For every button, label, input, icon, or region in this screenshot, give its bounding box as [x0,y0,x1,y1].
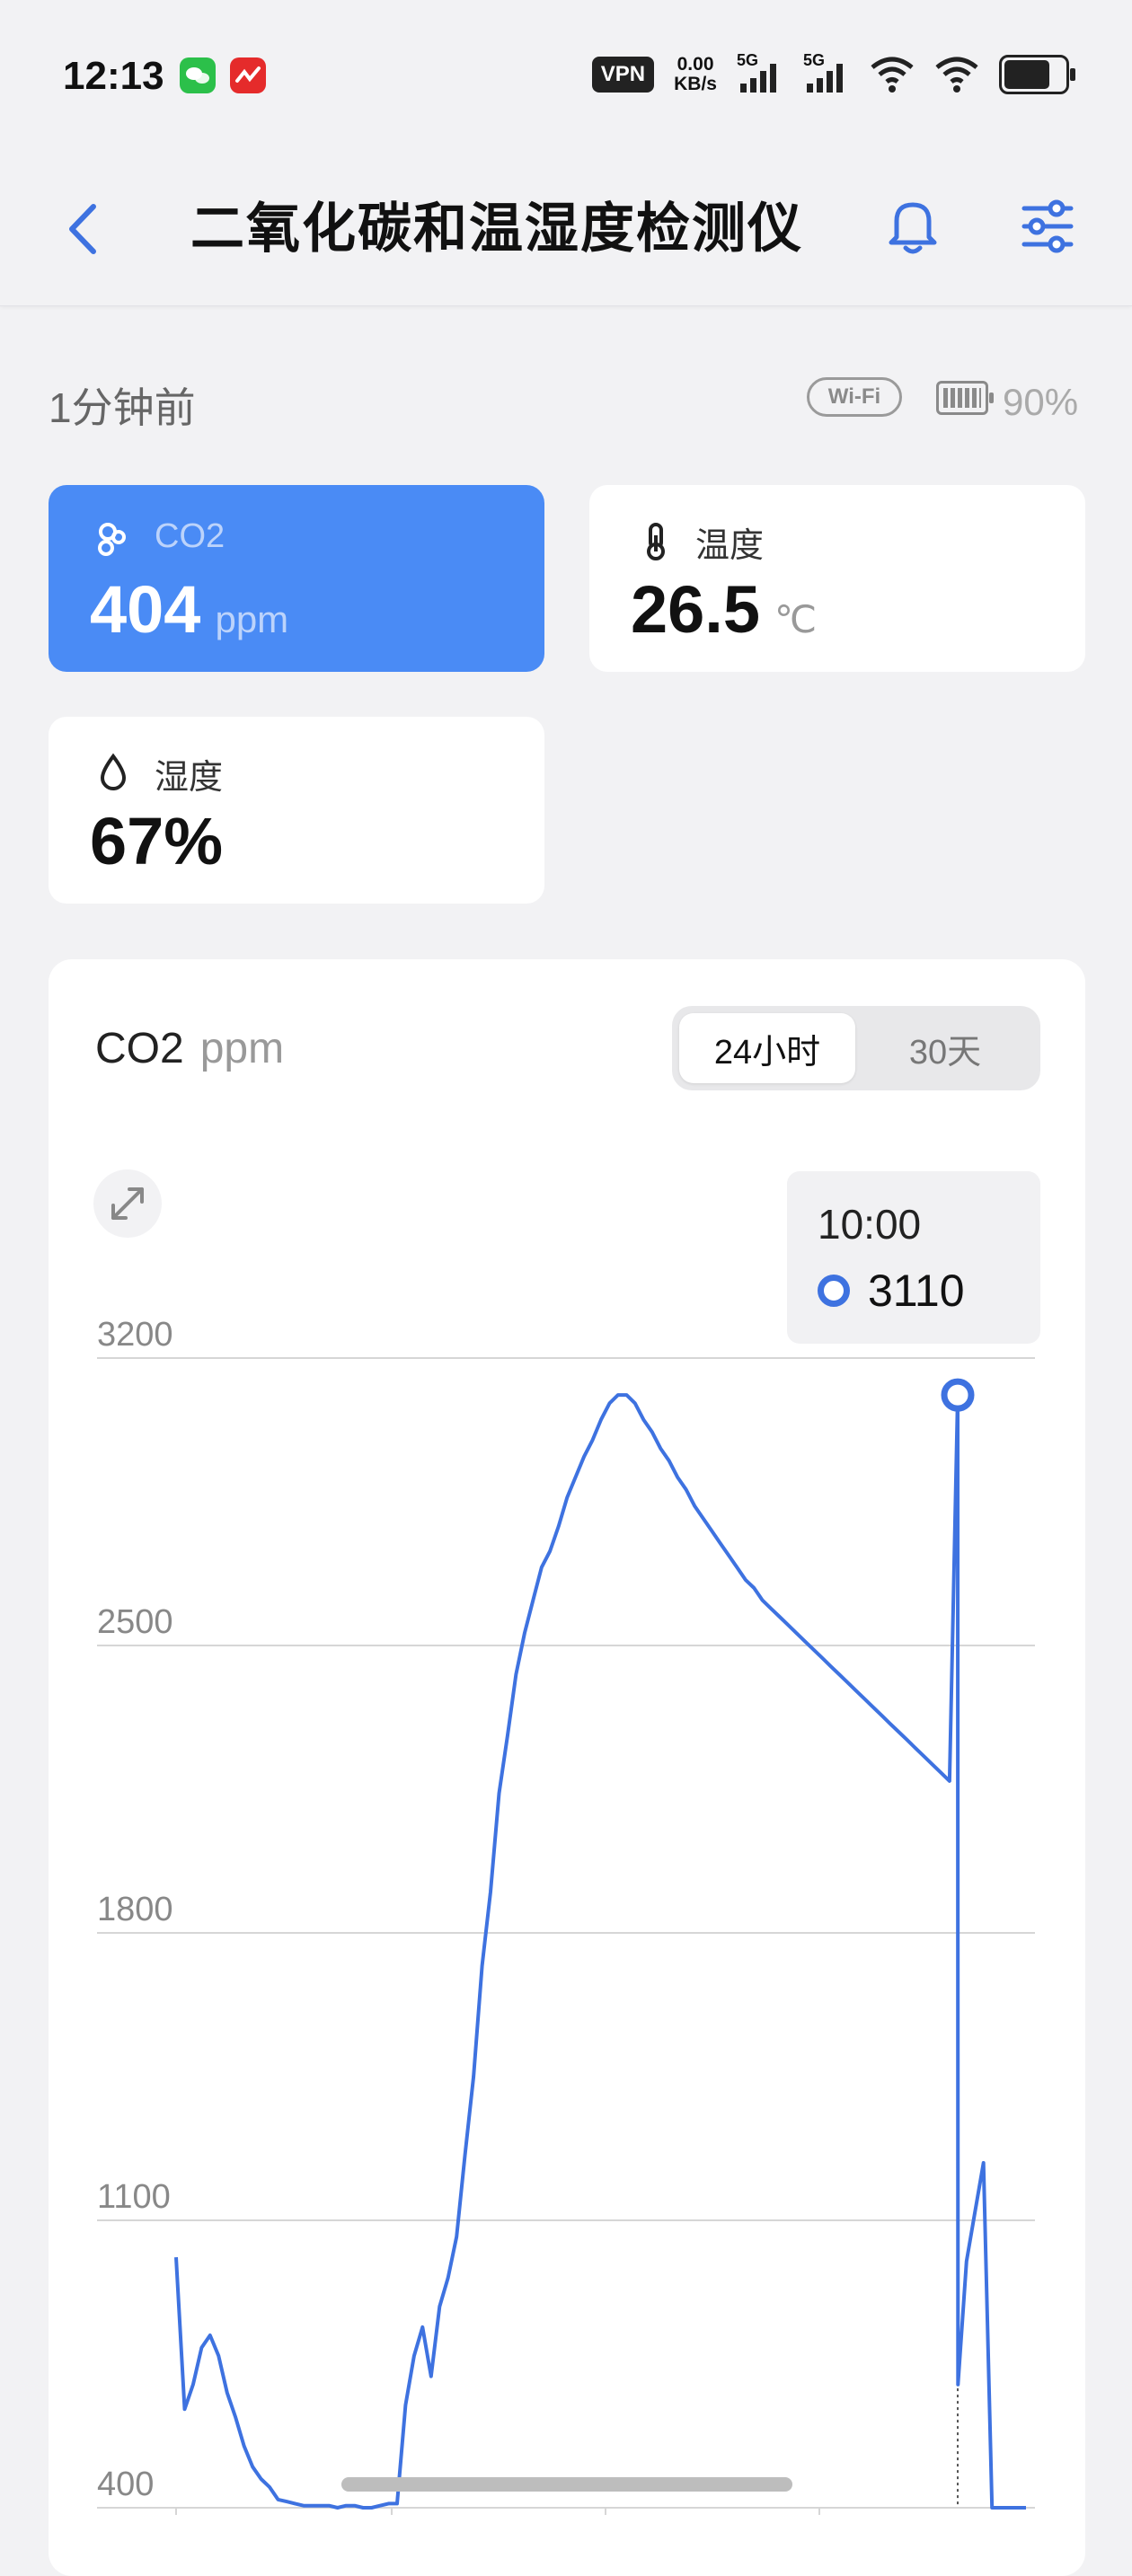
temperature-label: 温度 [695,527,765,565]
signal-icon-2: 5G [803,51,850,96]
bell-icon[interactable] [877,190,949,262]
last-updated: 1分钟前 [49,384,196,431]
co2-card[interactable]: CO2 404 ppm [49,485,544,672]
wifi-badge: Wi-Fi [807,377,902,417]
wifi-icon-1 [871,57,914,93]
device-battery-percent: 90% [1003,381,1079,423]
co2-icon [98,523,126,556]
temperature-card[interactable]: 温度 26.5 ℃ [589,485,1085,672]
network-type-1: 5G [737,51,759,69]
network-type-2: 5G [803,51,826,69]
co2-label: CO2 [155,517,226,555]
wechat-icon [180,57,216,93]
settings-sliders-icon[interactable] [1012,190,1083,262]
tooltip-value: 3110 [868,1266,965,1316]
horizontal-scrollbar[interactable] [341,2477,792,2492]
range-toggle: 24小时 30天 [672,1006,1040,1090]
app-header: 二氧化碳和温湿度检测仪 [0,153,1132,306]
vpn-badge: VPN [591,57,655,93]
speed-value: 0.00 [677,54,714,75]
signal-icon: 5G [737,51,783,96]
chart-panel: CO2 ppm 24小时 30天 10:00 3110 [49,959,1085,2576]
tab-30d[interactable]: 30天 [908,1033,982,1072]
wifi-icon-2 [935,57,978,93]
humidity-card[interactable]: 湿度 67% [49,717,544,904]
co2-unit: ppm [215,598,289,640]
expand-icon [111,1187,144,1220]
tab-24h[interactable]: 24小时 [679,1013,855,1083]
status-bar: 12:13 VPN 0.00 KB/s 5G 5G [0,0,1132,153]
humidity-value: 67% [90,804,224,878]
thermometer-icon [647,523,665,560]
water-drop-icon [100,753,127,790]
device-battery-icon [936,381,994,415]
status-icons: VPN 0.00 KB/s 5G 5G [591,51,1075,97]
temperature-value: 26.5 [631,572,761,647]
battery-icon [999,55,1075,94]
speed-unit: KB/s [674,74,717,94]
chart-title-metric: CO2 [95,1025,184,1072]
status-time: 12:13 [63,54,164,98]
expand-button[interactable] [93,1169,162,1238]
tooltip-series-dot [818,1275,850,1307]
app-notification-icon [230,57,266,93]
co2-value-row: 404 ppm [90,571,288,648]
net-speed: 0.00 KB/s [674,55,717,94]
tooltip-time: 10:00 [818,1201,922,1248]
chart-tooltip: 10:00 3110 [787,1171,1040,1344]
chart-title-unit: ppm [199,1025,285,1072]
humidity-label: 湿度 [155,759,224,797]
chart-title: CO2 ppm [95,1024,284,1073]
temperature-unit: ℃ [774,598,818,640]
tooltip-value-row: 3110 [818,1265,965,1317]
temperature-value-row: 26.5 ℃ [631,571,817,648]
page-title: 二氧化碳和温湿度检测仪 [190,198,803,259]
back-arrow-icon[interactable] [57,198,111,260]
co2-value: 404 [90,572,201,647]
